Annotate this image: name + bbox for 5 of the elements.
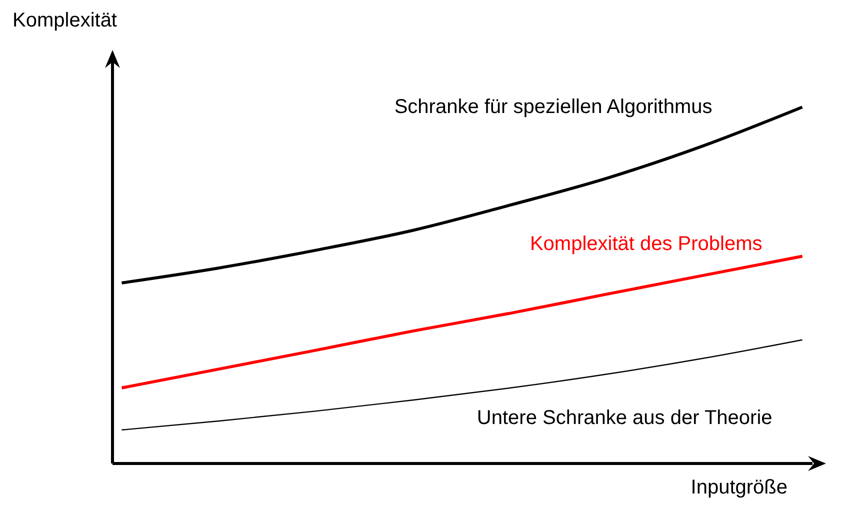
series-label: Komplexität des Problems [530, 233, 762, 256]
series-label: Untere Schranke aus der Theorie [476, 406, 772, 429]
series-label: Schranke für speziellen Algorithmus [394, 96, 712, 118]
x-axis-title: Inputgröße [690, 476, 788, 498]
y-axis-title: Komplexität [12, 10, 118, 32]
